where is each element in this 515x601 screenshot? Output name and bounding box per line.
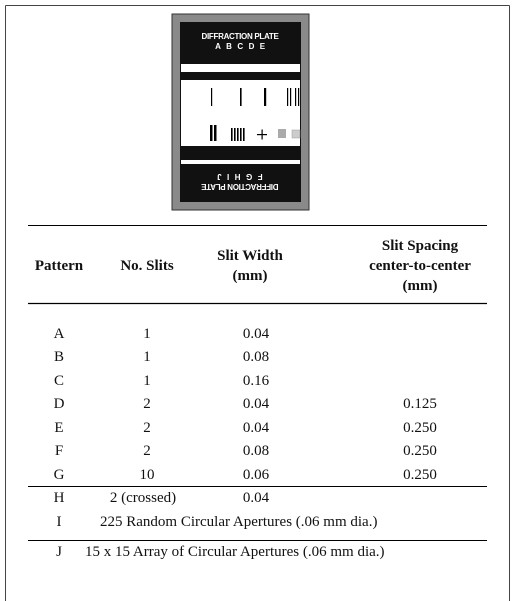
- cell: C: [54, 373, 64, 389]
- cell: 10: [140, 467, 155, 483]
- cell: 0.250: [403, 420, 437, 436]
- plate-top-title: DIFFRACTION PLATE: [202, 32, 280, 41]
- cell: 225 Random Circular Apertures (.06 mm di…: [100, 514, 377, 530]
- cell: 0.16: [243, 373, 270, 389]
- plate-bottom-title: DIFFRACTION PLATE: [201, 182, 279, 191]
- cell: 2: [143, 420, 151, 436]
- cell: 0.04: [243, 420, 270, 436]
- cell: G: [54, 467, 65, 483]
- cell: A: [54, 326, 65, 342]
- plate-bottom-letters: F G H I J: [217, 172, 262, 181]
- cell: 0.06: [243, 467, 270, 483]
- page: DIFFRACTION PLATE A B C D E DIFFRACTION …: [0, 0, 515, 601]
- cell: 0.08: [243, 443, 269, 459]
- cell: J: [56, 544, 62, 560]
- cell: I: [57, 514, 62, 530]
- cell: 1: [143, 349, 151, 365]
- cell: 0.250: [403, 467, 437, 483]
- diffraction-plate: DIFFRACTION PLATE A B C D E DIFFRACTION …: [172, 14, 309, 210]
- cell: 1: [143, 326, 151, 342]
- column-header: center-to-center: [369, 258, 471, 274]
- cell: 2: [143, 396, 151, 412]
- cell: 0.04: [243, 490, 270, 506]
- column-header: Pattern: [35, 258, 84, 274]
- cell: D: [54, 396, 65, 412]
- cell: F: [55, 443, 63, 459]
- cell: B: [54, 349, 64, 365]
- cell: H: [54, 490, 65, 506]
- cell: 1: [143, 373, 151, 389]
- plate-top-letters: A B C D E: [215, 42, 266, 51]
- cell: 0.125: [403, 396, 437, 412]
- cell: E: [54, 420, 63, 436]
- cell: 0.08: [243, 349, 269, 365]
- column-header: (mm): [233, 268, 268, 284]
- column-header: No. Slits: [120, 258, 174, 274]
- cell: 2: [143, 443, 151, 459]
- column-header: Slit Spacing: [382, 238, 459, 254]
- cell: 0.04: [243, 396, 270, 412]
- cell: 0.04: [243, 326, 270, 342]
- column-header: (mm): [403, 278, 438, 294]
- column-header: Slit Width: [217, 248, 283, 264]
- cell: 2 (crossed): [110, 490, 176, 506]
- cell: 15 x 15 Array of Circular Apertures (.06…: [85, 544, 385, 560]
- cell: 0.250: [403, 443, 437, 459]
